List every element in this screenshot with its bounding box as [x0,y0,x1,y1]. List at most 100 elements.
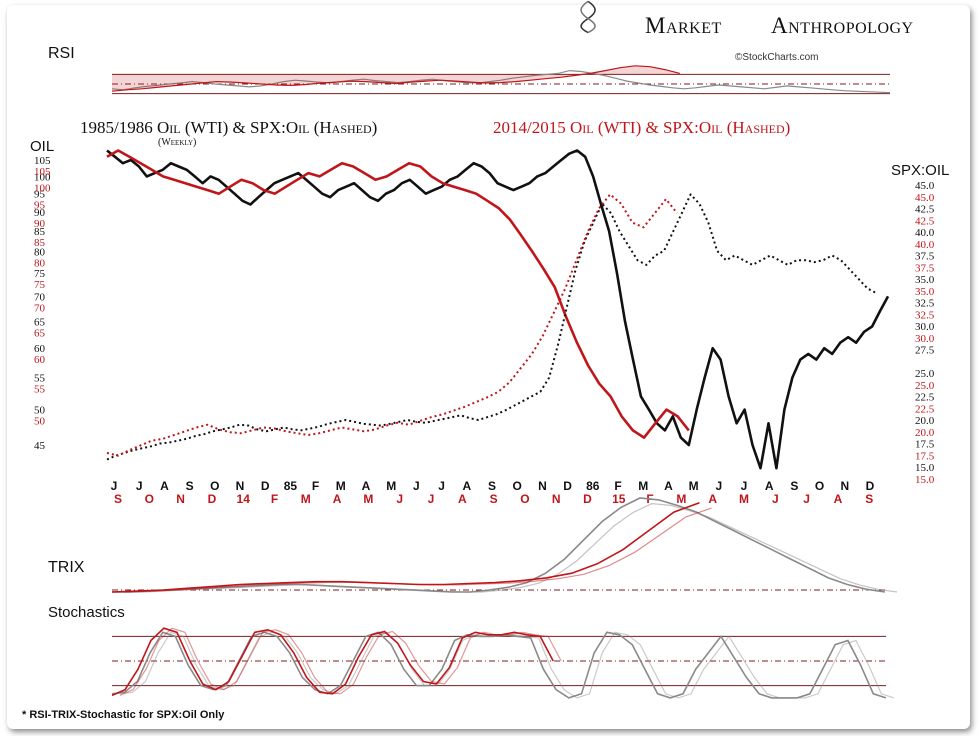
oil-tick-red: 65 [34,327,46,339]
spx-tick-black: 27.5 [915,345,935,357]
month-label-black: J [136,479,143,493]
month-label-red: A [834,492,843,506]
spx-tick-red: 15.0 [915,474,935,486]
month-label-black: D [563,479,572,493]
month-label-red: N [176,492,185,506]
month-label-black: A [765,479,774,493]
oil-tick-black: 85 [34,226,46,238]
rsi-series-0 [111,69,891,94]
oil-tick-black: 65 [34,316,46,328]
month-label-red: J [428,492,435,506]
spx-tick-black: 17.5 [915,439,935,451]
rsi-panel-title: RSI [48,45,75,62]
month-label-black: 85 [284,479,298,493]
stochastics-panel-title: Stochastics [48,604,125,621]
month-label-red: N [552,492,561,506]
oil-tick-black: 70 [34,291,46,303]
oil-tick-red: 100 [34,182,51,194]
month-label-black: 86 [586,479,600,493]
spx-tick-black: 22.5 [915,392,935,404]
trix-signal-1 [123,507,712,593]
spx-tick-red: 40.0 [915,239,935,251]
month-label-red: O [145,492,154,506]
month-label-black: J [715,479,722,493]
spx-tick-red: 25.0 [915,380,935,392]
month-label-black: A [664,479,673,493]
spx-tick-black: 35.0 [915,274,935,286]
month-label-red: M [363,492,373,506]
month-label-red: J [803,492,810,506]
spx-tick-black: 42.5 [915,204,935,216]
month-label-red: A [333,492,342,506]
spx-tick-red: 42.5 [915,216,935,228]
spx-tick-black: 20.0 [915,415,935,427]
trix-series-1 [111,501,700,593]
month-label-black: J [111,479,118,493]
oil-axis-label: OIL [30,138,54,155]
main-title-red: 2014/2015 Oil (WTI) & SPX:Oil (Hashed) [493,118,790,137]
month-label-black: N [840,479,849,493]
spx-tick-black: 45.0 [915,180,935,192]
oil-tick-red: 75 [34,279,46,291]
month-label-black: O [513,479,522,493]
spx-tick-red: 37.5 [915,263,935,275]
oil-tick-black: 50 [34,405,46,417]
month-label-black: J [741,479,748,493]
spx-tick-red: 35.0 [915,286,935,298]
month-label-black: A [362,479,371,493]
spx-tick-red: 32.5 [915,310,935,322]
oil-tick-black: 55 [34,373,46,385]
month-label-red: J [396,492,403,506]
month-label-red: A [708,492,717,506]
series-2014-2015-oil-wti- [106,149,690,439]
month-label-red: 15 [612,492,626,506]
month-label-black: D [866,479,875,493]
stockcharts-credit: ©StockCharts.com [735,52,819,63]
oil-tick-red: 105 [34,166,51,178]
month-label-black: F [614,479,621,493]
oil-tick-red: 85 [34,237,46,249]
stochastics-panel [111,627,895,699]
series-1985-1986-oil-wti- [106,149,890,470]
month-label-black: J [438,479,445,493]
month-label-black: S [790,479,798,493]
oil-tick-black: 105 [34,155,51,167]
month-label-red: D [208,492,217,506]
spx-tick-black: 30.0 [915,321,935,333]
month-label-red: S [490,492,498,506]
month-label-black: N [538,479,547,493]
spx-tick-red: 45.0 [915,192,935,204]
trix-panel [111,497,898,593]
stoch-series-1 [111,627,554,697]
month-label-black: M [336,479,346,493]
month-label-black: O [210,479,219,493]
month-label-black: M [638,479,648,493]
main-price-panel: 1051009590858075706560555045105100959085… [34,149,935,506]
trix-series-0 [112,497,886,593]
month-label-black: A [462,479,471,493]
oil-tick-black: 75 [34,268,46,280]
series-1985-1986-spx-oil [106,193,877,461]
month-label-black: A [160,479,169,493]
spx-tick-red: 17.5 [915,451,935,463]
brand-market: Market [645,13,722,38]
oil-tick-red: 60 [34,354,46,366]
spx-tick-red: 20.0 [915,427,935,439]
oil-tick-black: 100 [34,171,51,183]
month-label-black: O [815,479,824,493]
spx-tick-black: 40.0 [915,227,935,239]
oil-tick-red: 55 [34,384,46,396]
oil-tick-black: 80 [34,246,46,258]
footnote: * RSI-TRIX-Stochastic for SPX:Oil Only [22,709,225,721]
oil-tick-red: 95 [34,200,46,212]
oil-tick-black: 60 [34,343,46,355]
month-label-black: M [386,479,396,493]
month-label-red: M [676,492,686,506]
trix-panel-title: TRIX [48,559,85,576]
month-label-red: M [739,492,749,506]
month-label-black: N [236,479,245,493]
rsi-panel [111,65,891,95]
spx-tick-black: 25.0 [915,368,935,380]
month-label-black: S [186,479,194,493]
